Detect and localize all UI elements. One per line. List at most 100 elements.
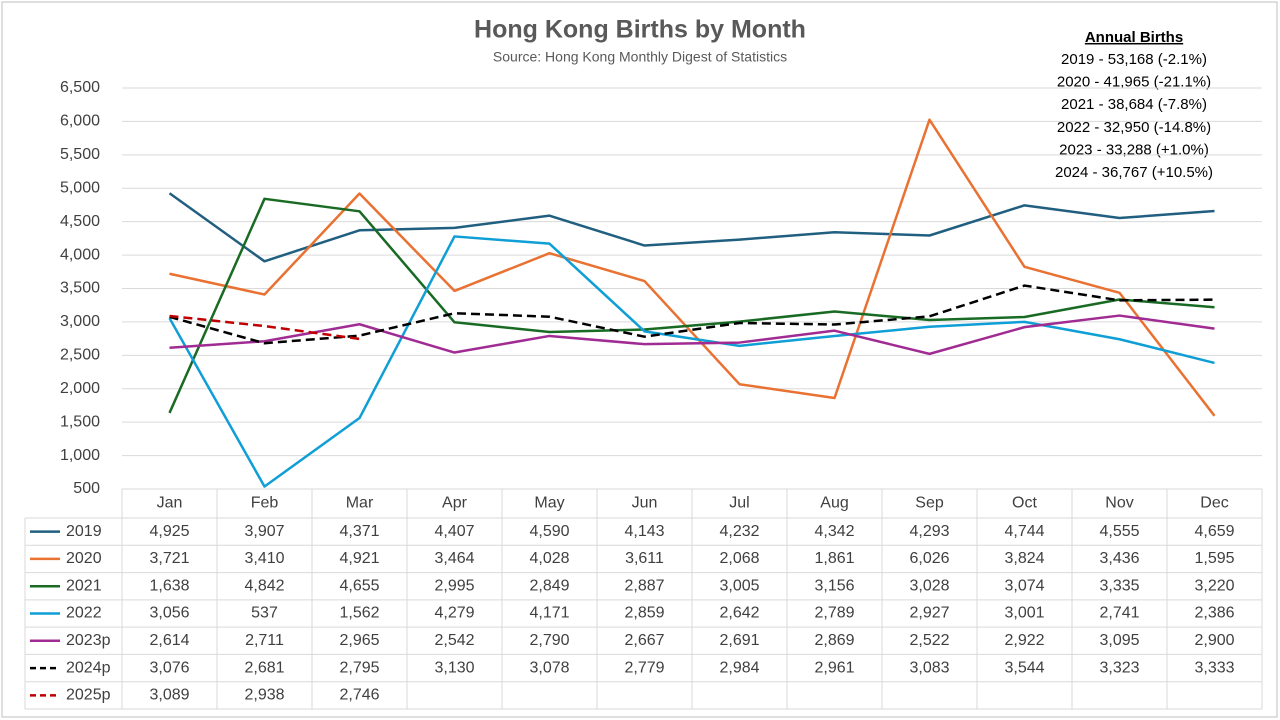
- y-tick-label: 1,500: [60, 413, 100, 430]
- table-cell: 2,927: [909, 605, 949, 622]
- table-cell: 2,542: [434, 632, 474, 649]
- table-cell: 2,741: [1099, 605, 1139, 622]
- table-cell: 3,544: [1004, 659, 1044, 676]
- table-cell: 2,789: [814, 605, 854, 622]
- table-cell: 3,410: [244, 550, 284, 567]
- table-cell: 3,078: [529, 659, 569, 676]
- table-cell: 4,143: [624, 523, 664, 540]
- x-tick-label: Dec: [1200, 495, 1228, 512]
- table-cell: 3,464: [434, 550, 474, 567]
- series-line: [168, 235, 1215, 488]
- table-cell: 3,611: [625, 550, 664, 567]
- series-line: [169, 284, 1215, 345]
- table-cell: 2,984: [719, 659, 759, 676]
- table-cell: 2,965: [339, 632, 379, 649]
- y-tick-label: 1,000: [60, 447, 100, 464]
- annotation: 2019 - 53,168 (-2.1%): [1061, 51, 1207, 68]
- table-cell: 2,711: [245, 632, 284, 649]
- series-line: [168, 197, 1215, 414]
- table-cell: 2,681: [244, 659, 284, 676]
- table-cell: 4,371: [339, 523, 379, 540]
- table-cell: 3,089: [149, 687, 189, 704]
- table-cell: 3,076: [149, 659, 189, 676]
- legend-label: 2025p: [66, 687, 111, 704]
- table-cell: 2,859: [624, 605, 664, 622]
- table-cell: 1,638: [149, 577, 189, 594]
- table-cell: 3,220: [1194, 577, 1234, 594]
- legend-label: 2020: [66, 550, 102, 567]
- table-cell: 4,921: [339, 550, 379, 567]
- table-cell: 4,659: [1194, 523, 1234, 540]
- table-cell: 3,130: [434, 659, 474, 676]
- table-cell: 3,005: [719, 577, 759, 594]
- table-cell: 3,335: [1099, 577, 1139, 594]
- table-cell: 4,555: [1099, 523, 1139, 540]
- table-cell: 3,056: [149, 605, 189, 622]
- x-tick-label: Mar: [346, 495, 374, 512]
- table-cell: 3,028: [909, 577, 949, 594]
- table-cell: 4,232: [719, 523, 759, 540]
- table-cell: 2,746: [339, 687, 379, 704]
- table-cell: 3,001: [1004, 605, 1044, 622]
- y-tick-label: 3,500: [60, 280, 100, 297]
- table-cell: 4,293: [909, 523, 949, 540]
- annotation: 2024 - 36,767 (+10.5%): [1055, 164, 1213, 181]
- table-cell: 3,083: [909, 659, 949, 676]
- table-cell: 3,907: [244, 523, 284, 540]
- annotation-title: Annual Births: [1085, 29, 1183, 46]
- table-cell: 3,333: [1194, 659, 1234, 676]
- x-tick-label: Jun: [632, 495, 658, 512]
- table-cell: 4,744: [1004, 523, 1044, 540]
- table-cell: 2,691: [719, 632, 759, 649]
- chart-title: Hong Kong Births by Month: [474, 16, 806, 44]
- legend-label: 2021: [66, 577, 102, 594]
- table-cell: 3,095: [1099, 632, 1139, 649]
- series-line: [169, 314, 1215, 356]
- y-tick-label: 2,000: [60, 380, 100, 397]
- x-tick-label: Feb: [251, 495, 279, 512]
- table-cell: 3,156: [814, 577, 854, 594]
- table-cell: 2,522: [909, 632, 949, 649]
- y-tick-label: 500: [73, 480, 100, 497]
- table-cell: 2,386: [1194, 605, 1234, 622]
- series-line: [168, 192, 1215, 263]
- table-cell: 1,562: [339, 605, 379, 622]
- table-cell: 3,074: [1004, 577, 1044, 594]
- annotation: 2020 - 41,965 (-21.1%): [1057, 74, 1211, 91]
- table-cell: 2,790: [529, 632, 569, 649]
- table-cell: 2,961: [814, 659, 854, 676]
- table-cell: 2,995: [434, 577, 474, 594]
- table-cell: 3,721: [149, 550, 189, 567]
- x-tick-label: Jan: [157, 495, 183, 512]
- x-tick-label: Jul: [729, 495, 749, 512]
- table-cell: 2,887: [624, 577, 664, 594]
- x-tick-label: Apr: [442, 495, 468, 512]
- table-cell: 1,595: [1194, 550, 1234, 567]
- x-tick-label: Oct: [1012, 495, 1037, 512]
- x-tick-label: May: [534, 495, 564, 512]
- y-tick-label: 3,000: [60, 313, 100, 330]
- table-cell: 2,922: [1004, 632, 1044, 649]
- y-tick-label: 4,500: [60, 213, 100, 230]
- x-tick-label: Nov: [1105, 495, 1133, 512]
- legend-label: 2024p: [66, 659, 111, 676]
- table-cell: 4,842: [244, 577, 284, 594]
- table-cell: 2,614: [149, 632, 189, 649]
- table-cell: 2,795: [339, 659, 379, 676]
- table-cell: 2,900: [1194, 632, 1234, 649]
- table-cell: 2,938: [244, 687, 284, 704]
- table-cell: 3,323: [1099, 659, 1139, 676]
- table-cell: 1,861: [814, 550, 854, 567]
- y-tick-label: 2,500: [60, 347, 100, 364]
- table-cell: 4,028: [529, 550, 569, 567]
- annotation: 2022 - 32,950 (-14.8%): [1057, 119, 1211, 136]
- x-tick-label: Aug: [820, 495, 848, 512]
- legend-label: 2019: [66, 523, 102, 540]
- table-cell: 4,342: [814, 523, 854, 540]
- table-cell: 2,849: [529, 577, 569, 594]
- y-tick-label: 6,500: [60, 79, 100, 96]
- table-cell: 537: [251, 605, 278, 622]
- annotation: 2023 - 33,288 (+1.0%): [1059, 141, 1209, 158]
- table-cell: 4,279: [434, 605, 474, 622]
